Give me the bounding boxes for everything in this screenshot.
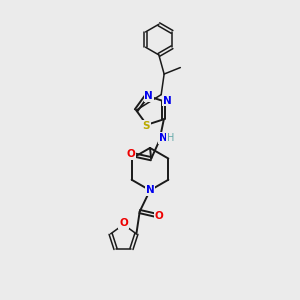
Text: O: O xyxy=(119,218,128,228)
Text: O: O xyxy=(154,211,163,221)
Text: N: N xyxy=(159,133,167,143)
Text: N: N xyxy=(146,185,154,195)
Text: H: H xyxy=(167,134,174,143)
Text: S: S xyxy=(142,121,150,131)
Text: N: N xyxy=(144,91,153,101)
Text: N: N xyxy=(163,96,172,106)
Text: O: O xyxy=(127,149,136,159)
